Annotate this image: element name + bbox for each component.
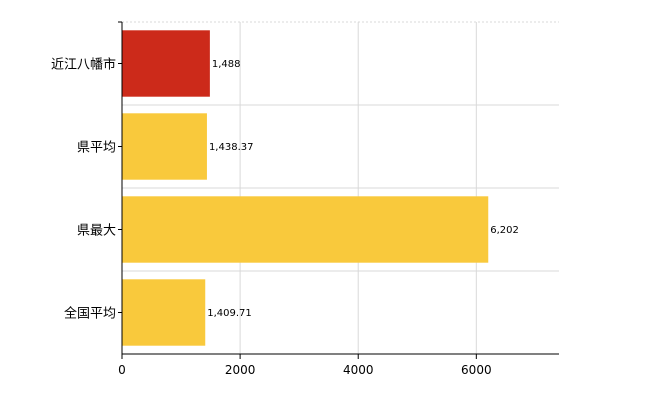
- category-label: 全国平均: [64, 306, 116, 322]
- data-label: 1,438.37: [209, 142, 254, 153]
- data-label: 1,488: [212, 59, 241, 70]
- labels: 1,488 近江八幡市 1,438.37 県平均 6,202 県最大 1,409.71 全国平…: [51, 57, 519, 378]
- bar: [122, 113, 207, 180]
- data-label: 1,409.71: [207, 308, 252, 319]
- x-tick-label: 6000: [461, 363, 492, 377]
- bar: [122, 279, 206, 346]
- x-tick-label: 0: [118, 363, 126, 377]
- bar: [122, 30, 210, 97]
- category-label: 県最大: [77, 224, 116, 239]
- grid: [122, 21, 559, 354]
- x-tick-label: 2000: [225, 363, 256, 377]
- bars: [122, 30, 489, 346]
- bar: [122, 196, 489, 263]
- category-label: 県平均: [77, 141, 116, 156]
- x-tick-label: 4000: [343, 363, 374, 377]
- axes: [118, 21, 559, 359]
- category-label: 近江八幡市: [51, 57, 116, 73]
- data-label: 6,202: [490, 225, 519, 236]
